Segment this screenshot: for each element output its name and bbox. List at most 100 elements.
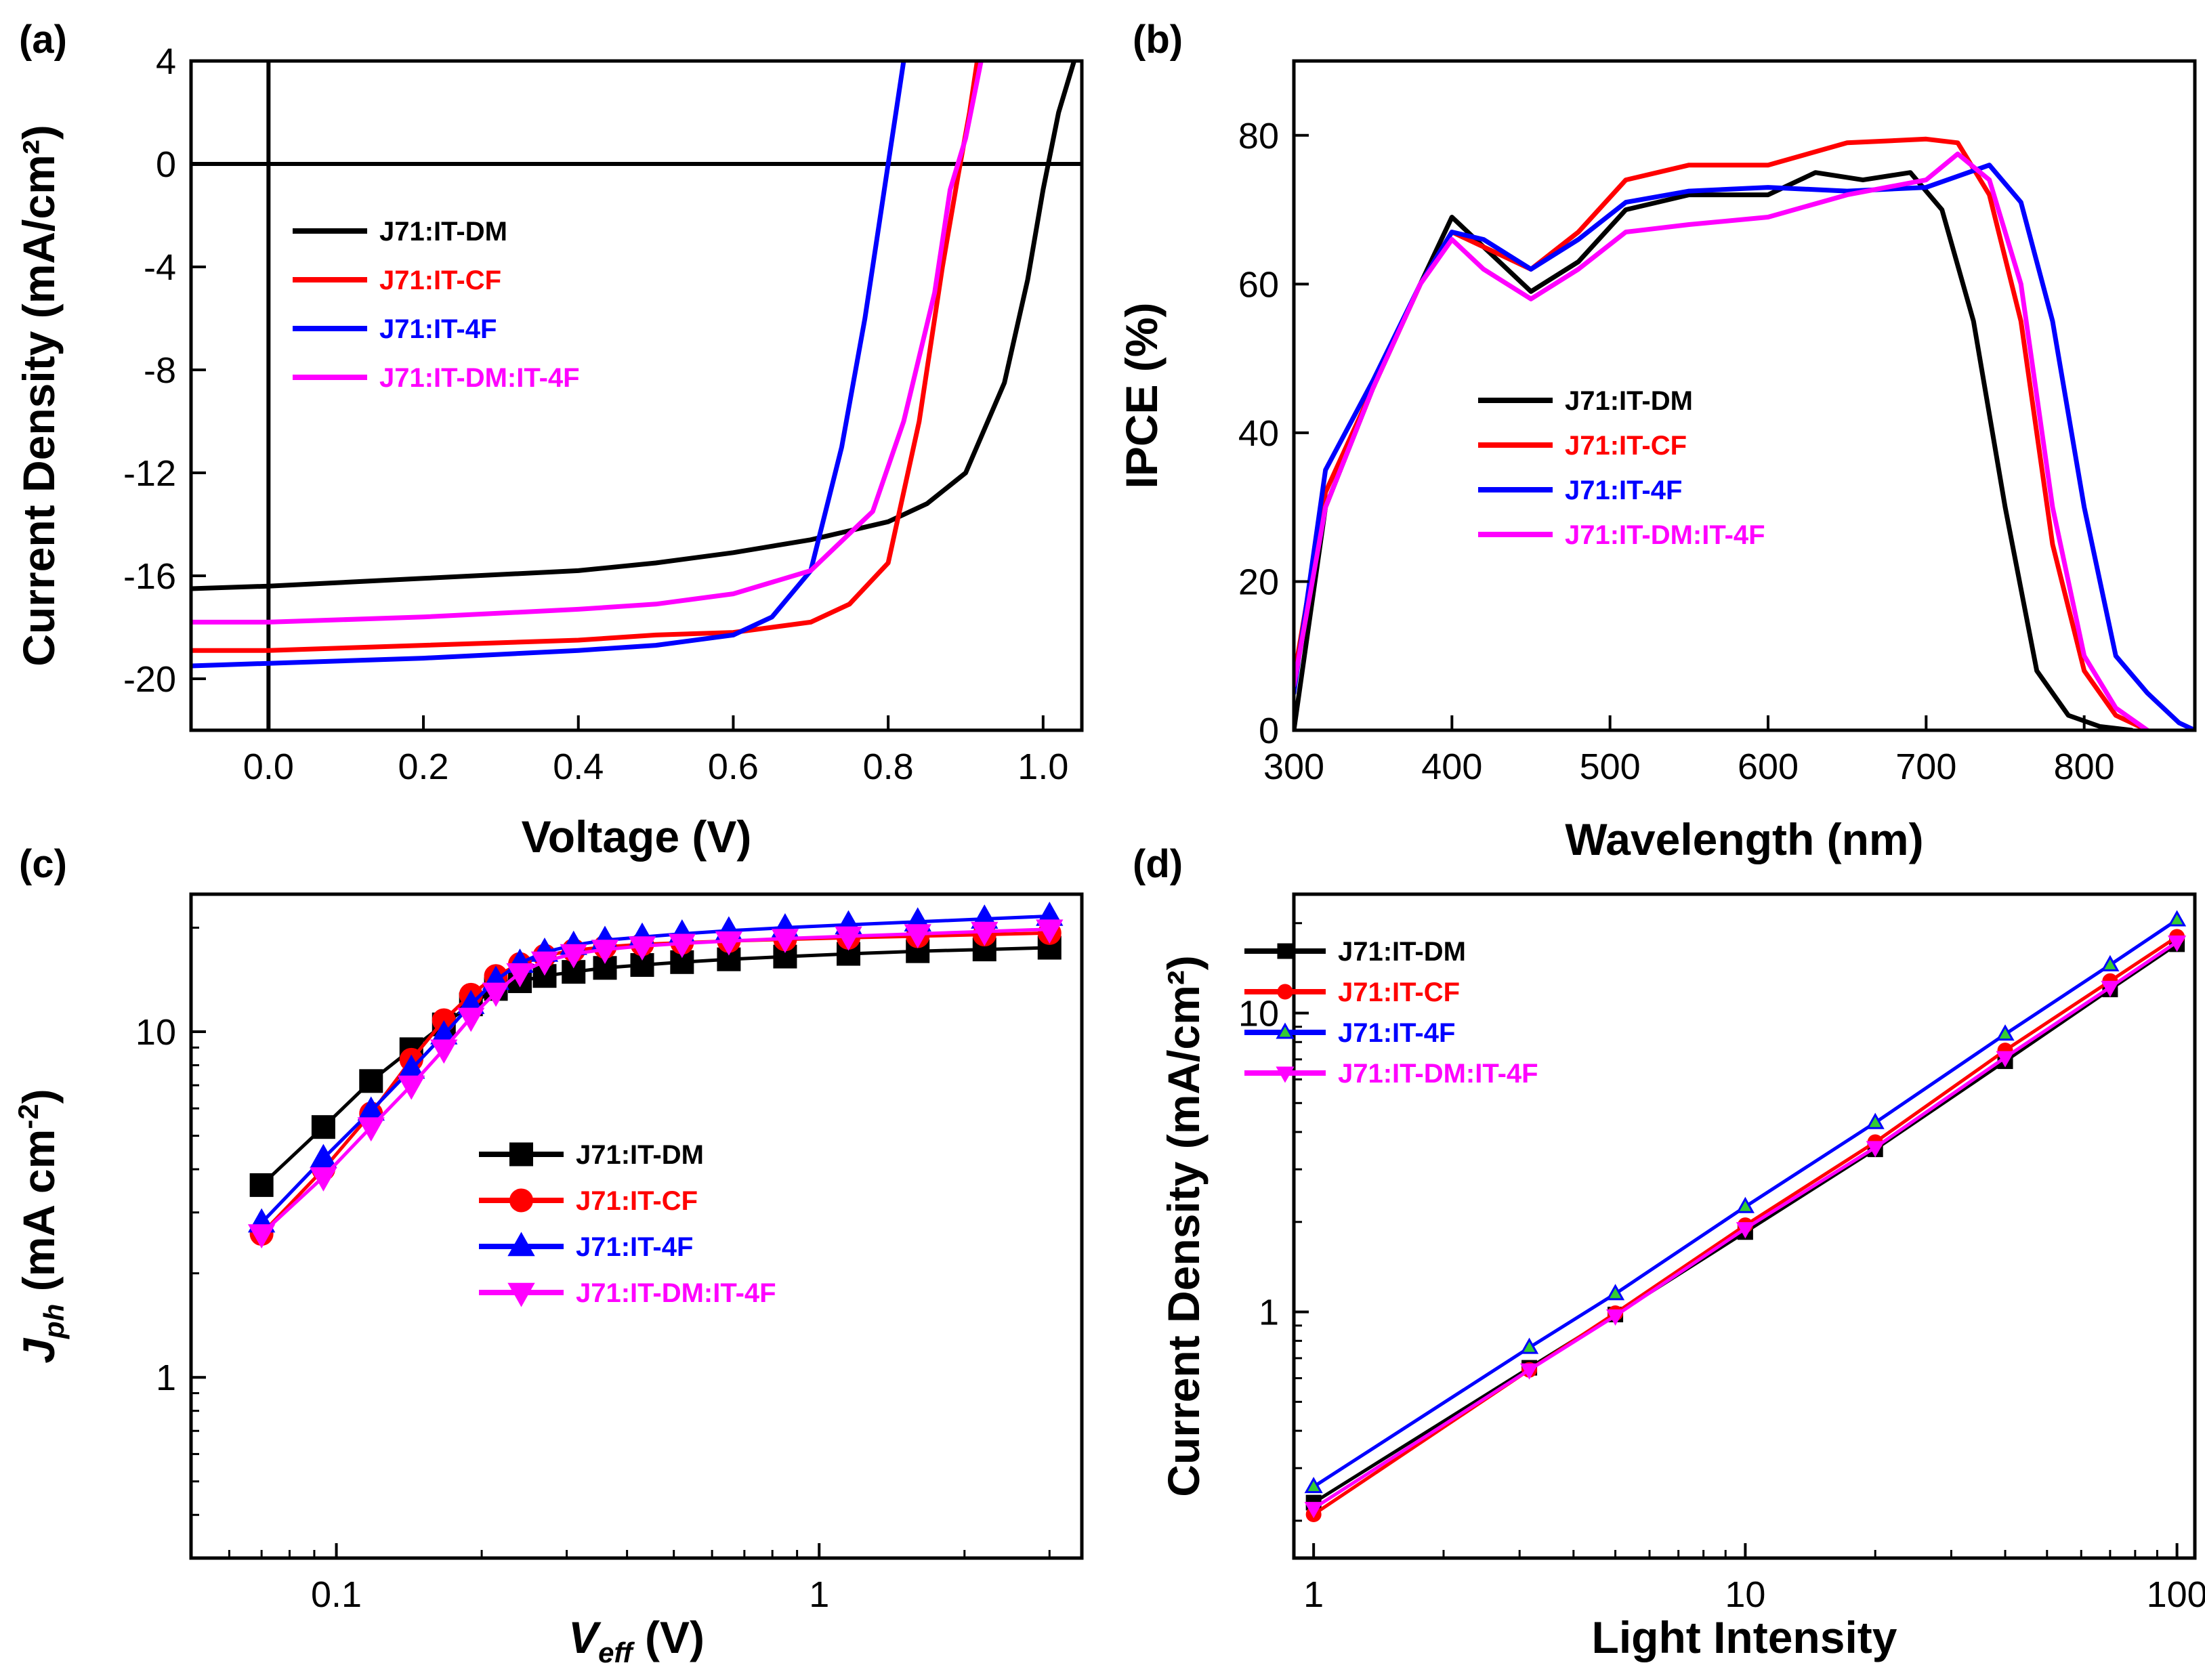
x-tick-label: 700 xyxy=(1895,747,1956,787)
y-tick-label: -8 xyxy=(144,350,176,391)
data-point xyxy=(2168,910,2187,927)
data-point xyxy=(1866,1112,1885,1129)
legend-marker xyxy=(1277,984,1293,1000)
series-line-J71:IT-DM xyxy=(191,61,1077,591)
data-point xyxy=(1520,1337,1539,1354)
legend-marker xyxy=(1277,943,1293,959)
legend-label: J71:IT-CF xyxy=(379,266,501,295)
data-point xyxy=(357,1117,385,1142)
y-tick-label: 40 xyxy=(1238,413,1279,454)
data-point xyxy=(1036,919,1064,944)
y-tick-label: 0 xyxy=(156,144,176,185)
data-point xyxy=(904,924,931,948)
data-point xyxy=(560,944,587,969)
series-line-J71:IT-4F xyxy=(191,61,906,669)
data-point xyxy=(310,1167,337,1192)
legend-label: J71:IT-4F xyxy=(379,314,497,344)
series-line-J71:IT-4F xyxy=(1311,918,2179,1489)
y-tick-label: 1 xyxy=(1259,1293,1279,1333)
legend-label: J71:IT-CF xyxy=(1338,978,1460,1007)
legend-marker xyxy=(507,1282,535,1307)
y-axis-title: IPCE (%) xyxy=(1116,302,1167,488)
legend-label: J71:IT-CF xyxy=(576,1186,698,1216)
legend-label: J71:IT-DM xyxy=(1565,386,1693,416)
y-tick-label: -4 xyxy=(144,247,176,288)
x-tick-label: 0.0 xyxy=(243,747,294,787)
legend-label: J71:IT-DM:IT-4F xyxy=(379,363,580,393)
x-axis-title: Light Intensity xyxy=(1592,1612,1897,1662)
data-point xyxy=(1736,1196,1755,1213)
data-point xyxy=(668,933,696,959)
data-point xyxy=(506,963,534,988)
x-tick-label: 1.0 xyxy=(1017,747,1068,787)
legend: J71:IT-DM J71:IT-CF J71:IT-4F J71:IT-DM:IT-… xyxy=(479,1140,776,1308)
x-axis-title: Voltage (V) xyxy=(522,812,752,862)
panel-1: (a) 0.0 0.2 0.4 0.6 0.8 1.0 4 0 -4 -8 -12 -16 -20 Volt… xyxy=(14,18,1084,862)
y-axis-title-mid: (mA cm xyxy=(14,1129,64,1304)
x-tick-label: 100 xyxy=(2147,1574,2205,1615)
data-point xyxy=(311,1115,335,1139)
legend: J71:IT-DM J71:IT-CF J71:IT-4F J71:IT-DM:IT-… xyxy=(293,217,580,393)
series-line-J71:IT-CF xyxy=(1294,136,2150,730)
y-axis-title-sup: -2 xyxy=(12,1104,44,1129)
y-tick-label: -12 xyxy=(123,453,176,494)
data-point xyxy=(1736,1222,1755,1239)
data-point xyxy=(835,926,862,951)
y-axis-title: Current Density (mA/cm²) xyxy=(1158,955,1209,1496)
data-point xyxy=(1996,1051,2015,1068)
series-group xyxy=(1304,910,2187,1523)
data-point xyxy=(1304,1477,1323,1494)
legend-marker xyxy=(509,1142,533,1167)
data-point xyxy=(2168,936,2187,952)
plot-frame xyxy=(189,59,1084,732)
x-tick-label: 800 xyxy=(2054,747,2115,787)
y-axis-title-tail: ) xyxy=(14,1089,64,1104)
data-point xyxy=(2101,980,2120,997)
y-tick-label: 60 xyxy=(1238,264,1279,305)
y-tick-label: 10 xyxy=(1238,994,1279,1034)
panel-label: (d) xyxy=(1133,842,1183,886)
legend-marker xyxy=(507,1232,535,1257)
x-tick-label: 1 xyxy=(1303,1574,1324,1615)
panel-3: (c) 0.1 1 1 10 Veff (V) Jph (mA cm-2) J71:IT-DM… xyxy=(12,842,1084,1668)
series-line-J71:IT-DM:IT-4F xyxy=(1311,940,2179,1511)
legend-label: J71:IT-DM xyxy=(1338,937,1466,967)
data-point xyxy=(530,951,559,976)
data-point xyxy=(591,940,619,965)
x-tick-label: 10 xyxy=(1725,1574,1765,1615)
series-line-J71:IT-DM xyxy=(1294,170,2135,730)
series-line-J71:IT-CF xyxy=(191,61,980,653)
legend-marker xyxy=(509,1188,533,1213)
legend-label: J71:IT-DM:IT-4F xyxy=(576,1278,776,1308)
x-axis-title: Wavelength (nm) xyxy=(1565,814,1923,864)
series-group xyxy=(1294,136,2195,730)
data-point xyxy=(715,931,743,956)
legend: J71:IT-DM J71:IT-CF J71:IT-4F J71:IT-DM:IT-… xyxy=(1478,386,1765,550)
y-tick-label: 4 xyxy=(156,41,176,82)
data-point xyxy=(1996,1024,2015,1041)
y-axis-title: Jph (mA cm-2) xyxy=(12,1089,70,1363)
data-point xyxy=(247,1224,276,1248)
data-point xyxy=(457,1007,485,1032)
series-group xyxy=(191,61,1077,669)
data-point xyxy=(482,982,510,1007)
data-point xyxy=(398,1075,425,1100)
series-line-J71:IT-DM:IT-4F xyxy=(191,61,984,625)
x-tick-label: 1 xyxy=(809,1574,829,1615)
legend-label: J71:IT-DM xyxy=(379,217,507,247)
data-point xyxy=(1866,1141,1885,1158)
y-tick-label: 1 xyxy=(156,1358,176,1398)
legend: J71:IT-DM J71:IT-CF J71:IT-4F J71:IT-DM:IT-… xyxy=(1244,937,1538,1089)
x-tick-label: 0.8 xyxy=(863,747,914,787)
x-tick-label: 0.2 xyxy=(398,747,449,787)
data-point xyxy=(2101,954,2120,971)
data-point xyxy=(1605,1309,1625,1326)
x-tick-label: 500 xyxy=(1580,747,1641,787)
plot-frame xyxy=(189,892,1084,1560)
plot-frame xyxy=(1292,59,2197,732)
legend-label: J71:IT-DM:IT-4F xyxy=(1338,1059,1538,1089)
data-point xyxy=(359,1069,383,1093)
x-tick-label: 300 xyxy=(1263,747,1324,787)
